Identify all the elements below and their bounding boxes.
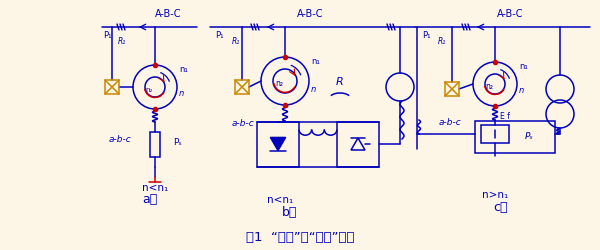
Text: n₁: n₁ (179, 65, 188, 74)
Text: R₁: R₁ (232, 37, 240, 46)
Text: b）: b） (283, 206, 298, 219)
Text: a）: a） (142, 193, 158, 206)
Text: P₁: P₁ (103, 30, 112, 39)
Text: a-b-c: a-b-c (232, 119, 254, 128)
Text: n<n₁: n<n₁ (267, 194, 293, 204)
Bar (257, 122, 299, 167)
Text: n₂: n₂ (275, 79, 283, 88)
Text: n₂: n₂ (485, 82, 493, 91)
Text: c）: c） (493, 201, 507, 214)
Text: R₁: R₁ (118, 37, 126, 46)
Bar (235, 81, 249, 94)
Bar (150, 132, 160, 157)
Text: n<n₁: n<n₁ (142, 182, 168, 192)
Bar (105, 81, 119, 94)
Text: 图1  “单馈”与“双馈”电机: 图1 “单馈”与“双馈”电机 (246, 230, 354, 243)
Text: n₂: n₂ (145, 87, 152, 93)
Polygon shape (271, 138, 286, 151)
Text: n: n (311, 85, 316, 94)
Text: Pₛ: Pₛ (173, 138, 182, 147)
Text: Pₛ: Pₛ (525, 132, 534, 141)
Text: P₁: P₁ (215, 30, 224, 39)
Bar (475, 122, 555, 154)
Text: n₁: n₁ (519, 62, 528, 71)
Text: n: n (179, 89, 184, 98)
Text: R₁: R₁ (438, 37, 446, 46)
Bar (337, 122, 379, 167)
Text: E f: E f (500, 112, 510, 121)
Text: A-B-C: A-B-C (155, 9, 181, 19)
Text: A-B-C: A-B-C (297, 9, 323, 19)
Text: n>n₁: n>n₁ (482, 189, 508, 199)
Bar (445, 83, 459, 96)
Text: R: R (336, 77, 344, 87)
Text: a-b-c: a-b-c (439, 118, 461, 127)
Text: n: n (519, 86, 524, 95)
Text: A-B-C: A-B-C (497, 9, 523, 19)
Text: a-b-c: a-b-c (109, 135, 131, 144)
Text: P₁: P₁ (422, 30, 431, 39)
Bar (481, 126, 509, 144)
Text: n₁: n₁ (311, 57, 320, 66)
